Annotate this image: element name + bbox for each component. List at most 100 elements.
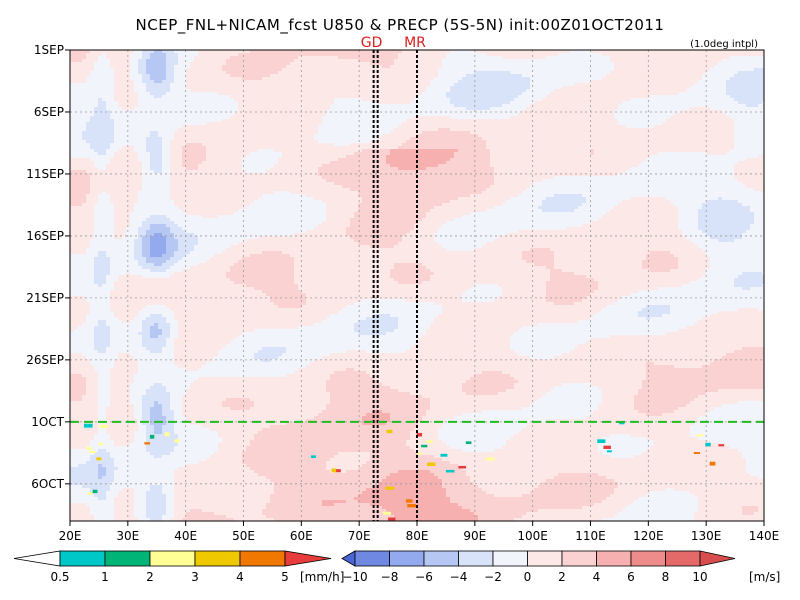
u850-colorbar-swatch xyxy=(528,551,563,566)
precip-cell xyxy=(607,450,612,452)
u850-colorbar-swatch xyxy=(424,551,459,566)
precip-cell xyxy=(486,457,494,460)
precip-colorbar-swatch xyxy=(150,551,195,566)
x-tick-label: 50E xyxy=(232,529,255,543)
y-tick-label: 6OCT xyxy=(31,477,64,491)
precip-cell xyxy=(710,462,716,466)
u850-colorbar-label: −8 xyxy=(381,570,399,584)
precip-cell xyxy=(458,466,466,469)
precip-cell xyxy=(718,444,724,446)
x-tick-label: 100E xyxy=(517,529,548,543)
precip-colorbar-swatch xyxy=(240,551,285,566)
u850-colorbar-swatch xyxy=(355,551,390,566)
precip-colorbar-label: 3 xyxy=(191,570,199,584)
y-tick-label: 1SEP xyxy=(34,43,64,57)
y-tick-label: 16SEP xyxy=(26,229,64,243)
precip-colorbar-min-cap xyxy=(14,551,60,566)
precip-colorbar-label: 5 xyxy=(281,570,289,584)
u850-colorbar-swatch xyxy=(493,551,528,566)
u850-colorbar-swatch xyxy=(631,551,666,566)
precip-cell xyxy=(597,439,605,443)
x-tick-label: 70E xyxy=(348,529,371,543)
precip-cell xyxy=(421,445,427,448)
precip-cell xyxy=(84,424,93,428)
precip-colorbar-label: 1 xyxy=(101,570,109,584)
precip-cell xyxy=(150,435,154,439)
marker-label: GD xyxy=(361,35,383,51)
precip-cell xyxy=(446,470,454,473)
precip-cell xyxy=(406,499,412,502)
precip-cell xyxy=(332,469,337,473)
y-tick-label: 21SEP xyxy=(26,291,64,305)
precip-cell xyxy=(311,455,316,458)
u850-colorbar-label: −10 xyxy=(342,570,367,584)
x-axis: 20E 30E 40E 50E 60E 70E 80E 90E 100E 110E 120E 130E… xyxy=(59,521,780,543)
u850-colorbar-swatch xyxy=(597,551,632,566)
precip-cell xyxy=(165,432,170,436)
x-tick-label: 120E xyxy=(633,529,664,543)
precip-cell xyxy=(175,439,180,442)
y-tick-label: 1OCT xyxy=(31,415,64,429)
marker-label: MR xyxy=(404,35,426,51)
precip-cell xyxy=(96,457,101,460)
precip-cell xyxy=(87,447,92,450)
x-tick-label: 60E xyxy=(290,529,313,543)
precip-cell xyxy=(426,440,432,443)
precip-colorbar-max-cap xyxy=(285,551,331,566)
precip-colorbar-swatch xyxy=(105,551,150,566)
x-tick-label: 130E xyxy=(691,529,722,543)
chart-title: NCEP_FNL+NICAM_fcst U850 & PRECP (5S-5N)… xyxy=(136,16,665,35)
precip-cell xyxy=(603,446,610,449)
u850-colorbar-label: 0 xyxy=(524,570,532,584)
precip-cell xyxy=(383,512,391,515)
u850-colorbar-label: 8 xyxy=(662,570,670,584)
chart-subtitle: (1.0deg intpl) xyxy=(690,39,758,50)
precip-cell xyxy=(93,490,98,493)
x-tick-label: 20E xyxy=(59,529,82,543)
precip-cell xyxy=(696,434,703,436)
precip-cell xyxy=(427,463,435,466)
precip-cell xyxy=(440,454,447,457)
u850-colorbar-label: −4 xyxy=(450,570,468,584)
u850-colorbar-swatch xyxy=(666,551,701,566)
u850-colorbar-swatch xyxy=(459,551,494,566)
precip-cell xyxy=(694,452,700,454)
x-tick-label: 140E xyxy=(749,529,780,543)
x-tick-label: 110E xyxy=(575,529,606,543)
u850-colorbar-label: 6 xyxy=(627,570,635,584)
precip-cell xyxy=(88,492,92,495)
precip-cell xyxy=(385,487,394,490)
precip-cell xyxy=(407,504,416,507)
x-tick-label: 30E xyxy=(116,529,139,543)
u850-colorbar-label: 2 xyxy=(558,570,566,584)
precip-cell xyxy=(99,425,107,428)
precip-cell xyxy=(144,442,150,444)
u850-colorbar-swatch xyxy=(562,551,597,566)
y-tick-label: 6SEP xyxy=(34,105,64,119)
u850-colorbar-label: 4 xyxy=(593,570,601,584)
x-tick-label: 80E xyxy=(406,529,429,543)
precip-colorbar-label: 2 xyxy=(146,570,154,584)
u850-shading xyxy=(70,50,767,522)
u850-colorbar: −10 −8 −6 −4 −2 0 2 4 6 8 10 xyxy=(342,551,735,584)
precip-colorbar-swatch xyxy=(195,551,240,566)
x-tick-label: 90E xyxy=(463,529,486,543)
precip-cell xyxy=(417,452,422,454)
u850-colorbar-label: −2 xyxy=(484,570,502,584)
precip-cell xyxy=(388,518,395,521)
u850-units-label: [m/s] xyxy=(749,570,780,584)
precip-colorbar-label: 4 xyxy=(236,570,244,584)
y-tick-label: 11SEP xyxy=(26,167,64,181)
precip-units-label: [mm/h] xyxy=(300,570,344,584)
y-tick-label: 26SEP xyxy=(26,353,64,367)
precip-cell xyxy=(98,443,103,445)
precip-cell xyxy=(466,441,472,444)
u850-colorbar-label: −6 xyxy=(415,570,433,584)
precip-cell xyxy=(386,430,392,433)
u850-colorbar-max-cap xyxy=(700,551,735,566)
precip-colorbar-label: 0.5 xyxy=(50,570,69,584)
u850-colorbar-label: 10 xyxy=(692,570,707,584)
y-axis: 1SEP 6SEP 11SEP 16SEP 21SEP 26SEP 1OCT 6OCT xyxy=(26,43,70,491)
precip-cell xyxy=(89,451,96,453)
